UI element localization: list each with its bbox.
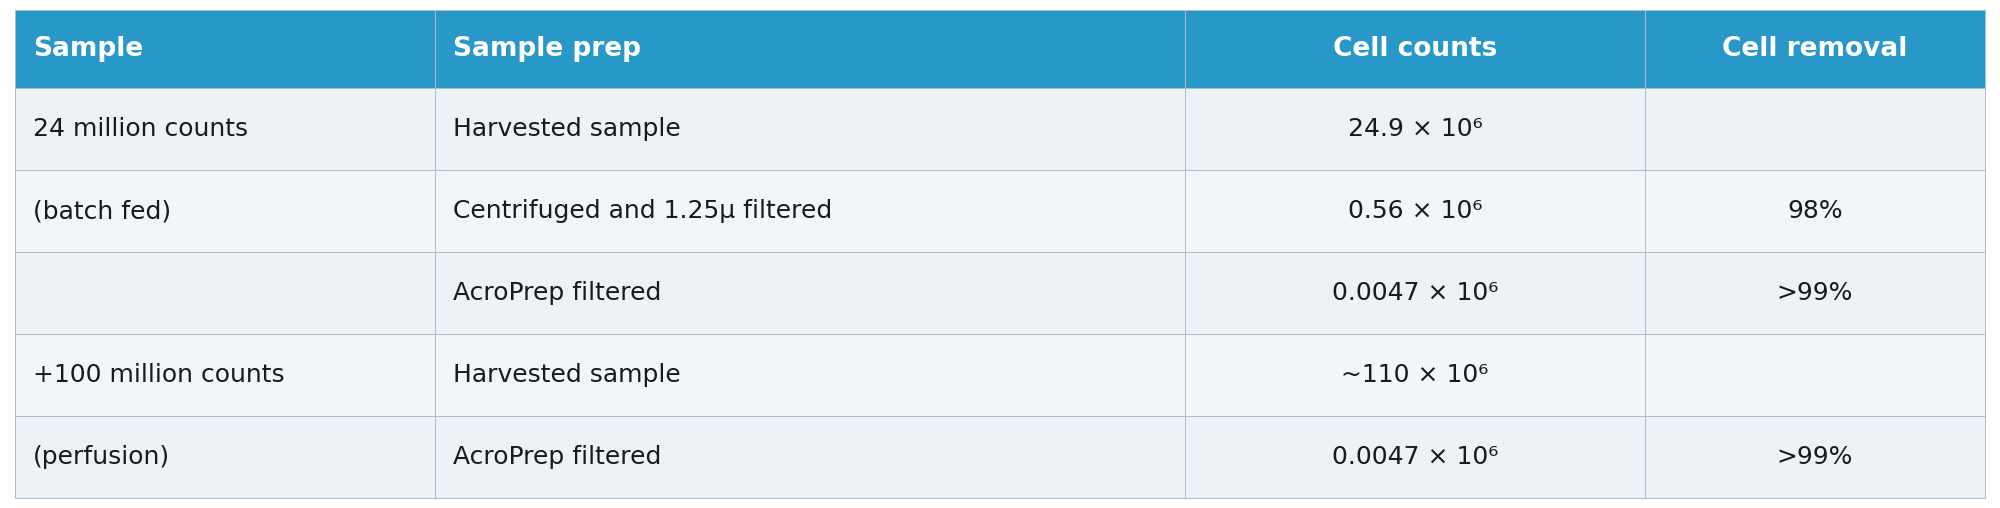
Bar <box>16 88 436 170</box>
Text: ~110 × 10⁶: ~110 × 10⁶ <box>1342 363 1488 387</box>
Text: >99%: >99% <box>1776 445 1854 469</box>
Bar <box>1184 334 1644 416</box>
Text: Centrifuged and 1.25μ filtered: Centrifuged and 1.25μ filtered <box>452 199 832 223</box>
Text: (perfusion): (perfusion) <box>32 445 170 469</box>
Bar <box>1644 10 1984 88</box>
Bar <box>1184 88 1644 170</box>
Text: >99%: >99% <box>1776 281 1854 305</box>
Bar <box>436 334 1184 416</box>
Bar <box>1644 170 1984 252</box>
Text: 24 million counts: 24 million counts <box>32 117 248 141</box>
Text: AcroPrep filtered: AcroPrep filtered <box>452 445 662 469</box>
Bar <box>16 170 436 252</box>
Bar <box>436 10 1184 88</box>
Text: AcroPrep filtered: AcroPrep filtered <box>452 281 662 305</box>
Bar <box>1644 334 1984 416</box>
Bar <box>1184 10 1644 88</box>
Text: 0.56 × 10⁶: 0.56 × 10⁶ <box>1348 199 1482 223</box>
Bar <box>436 252 1184 334</box>
Bar <box>16 10 436 88</box>
Text: Harvested sample: Harvested sample <box>452 363 680 387</box>
Bar <box>436 88 1184 170</box>
Text: Sample: Sample <box>32 36 144 62</box>
Text: 0.0047 × 10⁶: 0.0047 × 10⁶ <box>1332 445 1498 469</box>
Text: 98%: 98% <box>1788 199 1842 223</box>
Bar <box>1184 252 1644 334</box>
Text: Sample prep: Sample prep <box>452 36 640 62</box>
Bar <box>1644 416 1984 498</box>
Text: (batch fed): (batch fed) <box>32 199 172 223</box>
Bar <box>436 416 1184 498</box>
Bar <box>16 252 436 334</box>
Text: 24.9 × 10⁶: 24.9 × 10⁶ <box>1348 117 1482 141</box>
Bar <box>1644 88 1984 170</box>
Bar <box>1644 252 1984 334</box>
Text: Cell removal: Cell removal <box>1722 36 1908 62</box>
Bar <box>1184 170 1644 252</box>
Text: 0.0047 × 10⁶: 0.0047 × 10⁶ <box>1332 281 1498 305</box>
Text: +100 million counts: +100 million counts <box>32 363 284 387</box>
Bar <box>16 334 436 416</box>
Bar <box>436 170 1184 252</box>
Text: Cell counts: Cell counts <box>1332 36 1498 62</box>
Bar <box>1184 416 1644 498</box>
Text: Harvested sample: Harvested sample <box>452 117 680 141</box>
Bar <box>16 416 436 498</box>
